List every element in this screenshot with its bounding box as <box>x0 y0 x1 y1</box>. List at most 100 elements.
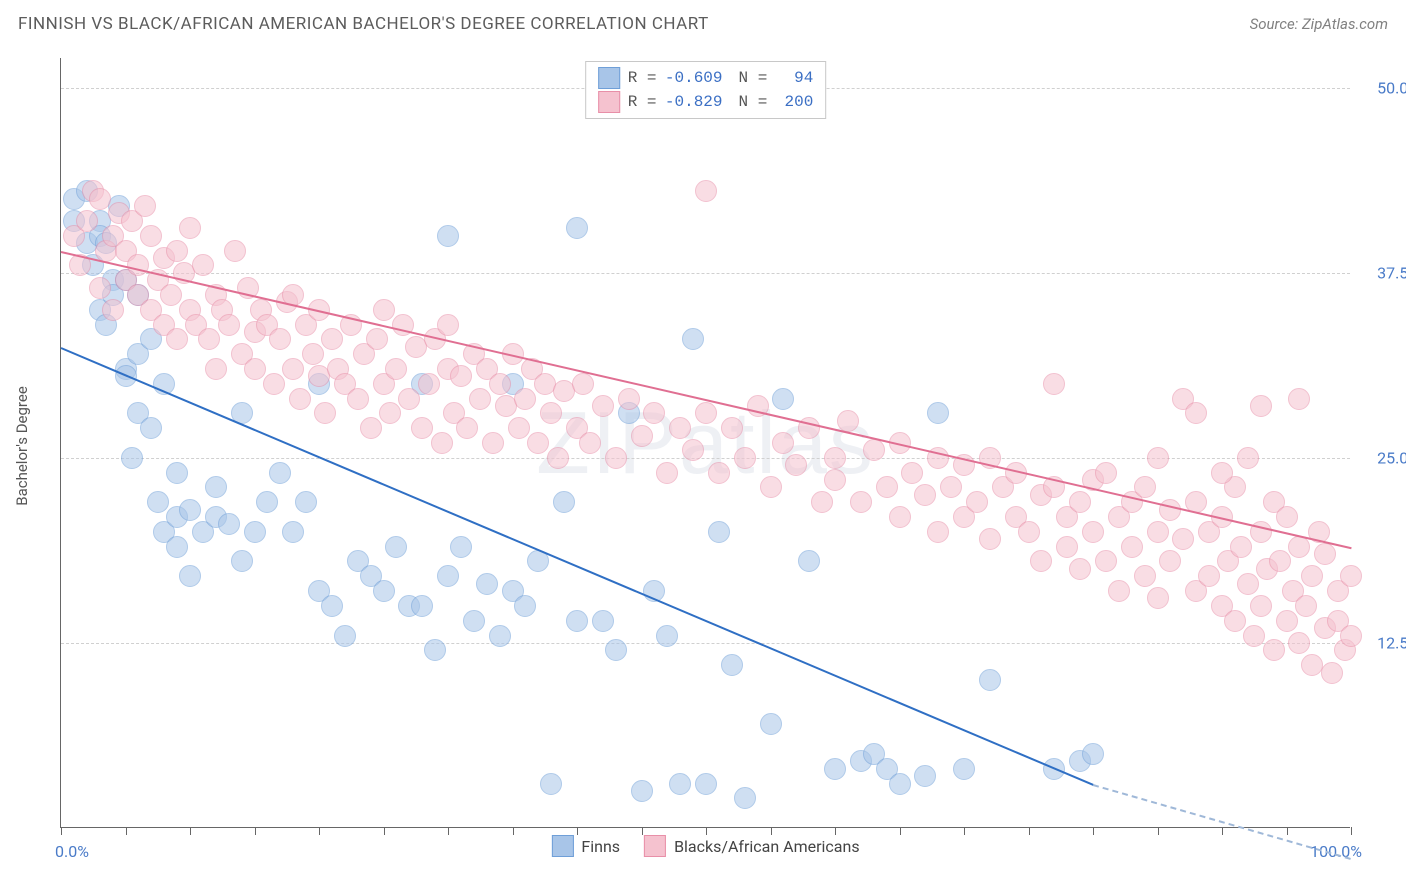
data-point-blacks <box>772 432 794 454</box>
data-point-finns <box>592 610 614 632</box>
data-point-blacks <box>1147 447 1169 469</box>
data-point-blacks <box>482 432 504 454</box>
data-point-blacks <box>1269 550 1291 572</box>
data-point-blacks <box>1263 639 1285 661</box>
data-point-blacks <box>179 217 201 239</box>
data-point-finns <box>140 417 162 439</box>
data-point-blacks <box>760 476 782 498</box>
data-point-finns <box>231 550 253 572</box>
data-point-blacks <box>1230 536 1252 558</box>
data-point-blacks <box>631 425 653 447</box>
legend-item: Finns <box>551 835 620 857</box>
legend-label: Blacks/African Americans <box>674 837 860 856</box>
data-point-blacks <box>489 373 511 395</box>
data-point-finns <box>540 773 562 795</box>
legend-label: Finns <box>581 837 620 856</box>
x-tick <box>513 827 514 835</box>
data-point-blacks <box>282 358 304 380</box>
data-point-blacks <box>1056 536 1078 558</box>
data-point-blacks <box>373 299 395 321</box>
data-point-blacks <box>1198 565 1220 587</box>
x-tick-label: 0.0% <box>55 842 89 861</box>
x-tick <box>706 827 707 835</box>
data-point-blacks <box>1224 610 1246 632</box>
data-point-finns <box>282 521 304 543</box>
x-tick <box>642 827 643 835</box>
data-point-blacks <box>347 388 369 410</box>
data-point-blacks <box>205 358 227 380</box>
data-point-finns <box>682 328 704 350</box>
legend-swatch <box>644 835 666 857</box>
data-point-blacks <box>469 388 491 410</box>
data-point-blacks <box>127 254 149 276</box>
x-tick <box>1093 827 1094 835</box>
data-point-blacks <box>618 388 640 410</box>
legend-r-label: R = <box>628 93 657 111</box>
data-point-blacks <box>1314 543 1336 565</box>
chart-title: FINNISH VS BLACK/AFRICAN AMERICAN BACHEL… <box>18 14 709 34</box>
data-point-finns <box>695 773 717 795</box>
data-point-blacks <box>89 277 111 299</box>
legend-n-label: N = <box>739 93 768 111</box>
data-point-blacks <box>1321 662 1343 684</box>
data-point-blacks <box>289 388 311 410</box>
data-point-blacks <box>411 417 433 439</box>
data-point-blacks <box>366 328 388 350</box>
x-tick <box>835 827 836 835</box>
data-point-blacks <box>89 188 111 210</box>
data-point-blacks <box>1172 528 1194 550</box>
x-tick <box>1158 827 1159 835</box>
x-tick <box>190 827 191 835</box>
data-point-blacks <box>669 417 691 439</box>
data-point-finns <box>927 402 949 424</box>
data-point-blacks <box>166 240 188 262</box>
data-point-finns <box>605 639 627 661</box>
data-point-blacks <box>643 402 665 424</box>
data-point-blacks <box>1069 491 1091 513</box>
data-point-blacks <box>166 328 188 350</box>
data-point-blacks <box>1018 521 1040 543</box>
y-tick-label: 50.0% <box>1360 78 1406 97</box>
data-point-blacks <box>160 284 182 306</box>
data-point-blacks <box>218 314 240 336</box>
data-point-blacks <box>224 240 246 262</box>
data-point-finns <box>218 513 240 535</box>
x-tick <box>1351 827 1352 835</box>
data-point-blacks <box>1043 373 1065 395</box>
data-point-finns <box>953 758 975 780</box>
data-point-blacks <box>1185 402 1207 424</box>
data-point-blacks <box>1243 625 1265 647</box>
data-point-blacks <box>140 225 162 247</box>
x-tick <box>900 827 901 835</box>
data-point-finns <box>914 765 936 787</box>
data-point-blacks <box>431 432 453 454</box>
data-point-blacks <box>901 462 923 484</box>
data-point-finns <box>476 573 498 595</box>
x-tick <box>1287 827 1288 835</box>
trend-line <box>61 251 1351 549</box>
data-point-blacks <box>450 365 472 387</box>
data-point-finns <box>514 595 536 617</box>
data-point-blacks <box>966 491 988 513</box>
data-point-blacks <box>850 491 872 513</box>
legend-n-label: N = <box>739 69 768 87</box>
data-point-blacks <box>244 358 266 380</box>
data-point-finns <box>772 388 794 410</box>
y-tick-label: 25.0% <box>1360 448 1406 467</box>
data-point-blacks <box>734 447 756 469</box>
data-point-blacks <box>1237 573 1259 595</box>
data-point-blacks <box>1288 388 1310 410</box>
data-point-blacks <box>656 462 678 484</box>
data-point-finns <box>256 491 278 513</box>
data-point-blacks <box>979 528 1001 550</box>
data-point-finns <box>166 536 188 558</box>
data-point-blacks <box>314 402 336 424</box>
data-point-blacks <box>379 402 401 424</box>
data-point-blacks <box>927 521 949 543</box>
data-point-blacks <box>682 439 704 461</box>
data-point-blacks <box>1108 580 1130 602</box>
data-point-blacks <box>134 195 156 217</box>
data-point-blacks <box>263 373 285 395</box>
data-point-blacks <box>572 373 594 395</box>
data-point-blacks <box>385 358 407 380</box>
